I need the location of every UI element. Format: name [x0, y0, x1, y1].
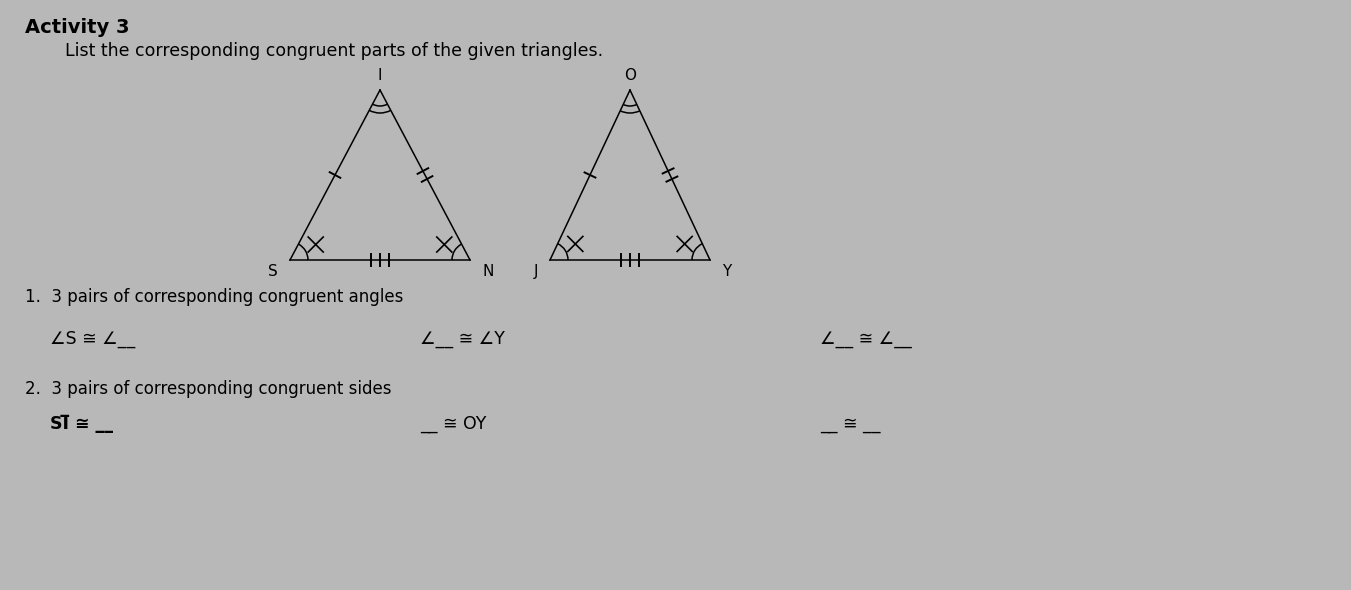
Text: ∠__ ≅ ∠__: ∠__ ≅ ∠__	[820, 330, 912, 348]
Text: O: O	[624, 68, 636, 83]
Text: Y: Y	[721, 264, 731, 279]
Text: SI̅ ≅ __: SI̅ ≅ __	[50, 415, 113, 433]
Text: S: S	[269, 264, 278, 279]
Text: ∠S ≅ ∠__: ∠S ≅ ∠__	[50, 330, 135, 348]
Text: Activity 3: Activity 3	[26, 18, 130, 37]
Text: N: N	[482, 264, 493, 279]
Text: List the corresponding congruent parts of the given triangles.: List the corresponding congruent parts o…	[65, 42, 603, 60]
Text: I: I	[378, 68, 382, 83]
Text: __ ≅ __: __ ≅ __	[820, 415, 881, 433]
Text: ∠__ ≅ ∠Y: ∠__ ≅ ∠Y	[420, 330, 505, 348]
Text: 1.  3 pairs of corresponding congruent angles: 1. 3 pairs of corresponding congruent an…	[26, 288, 404, 306]
Text: __ ≅ OY: __ ≅ OY	[420, 415, 486, 433]
Text: J: J	[534, 264, 538, 279]
Text: 2.  3 pairs of corresponding congruent sides: 2. 3 pairs of corresponding congruent si…	[26, 380, 392, 398]
